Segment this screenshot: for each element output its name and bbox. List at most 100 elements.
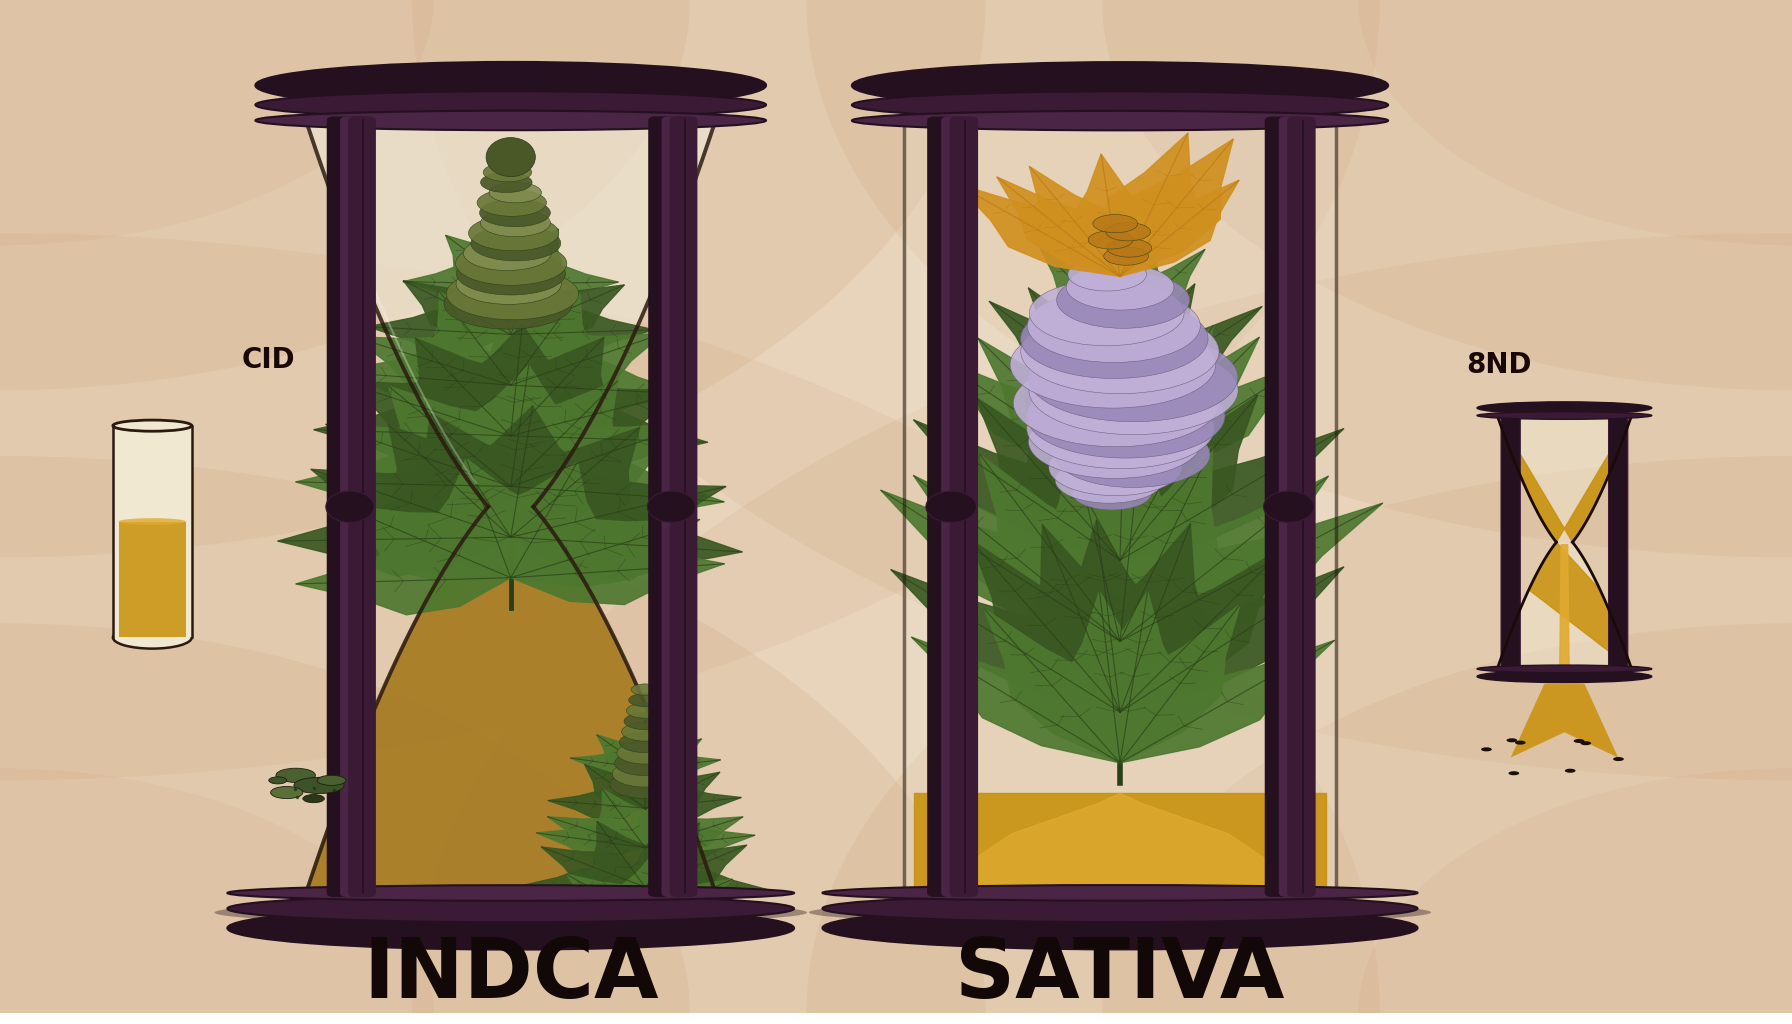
Ellipse shape [1477, 401, 1652, 414]
Polygon shape [912, 637, 1120, 763]
Polygon shape [511, 309, 654, 354]
Polygon shape [511, 361, 690, 418]
Ellipse shape [624, 713, 667, 730]
Polygon shape [534, 904, 645, 936]
Ellipse shape [1029, 346, 1238, 434]
Polygon shape [1039, 248, 1120, 327]
Polygon shape [975, 397, 1120, 560]
Polygon shape [548, 791, 645, 818]
Ellipse shape [1068, 258, 1147, 291]
Ellipse shape [444, 279, 572, 329]
Polygon shape [1120, 359, 1314, 479]
Polygon shape [403, 265, 511, 300]
Polygon shape [511, 461, 724, 528]
Polygon shape [627, 725, 667, 769]
Ellipse shape [620, 732, 670, 753]
Polygon shape [1072, 154, 1149, 276]
Polygon shape [461, 325, 572, 436]
Ellipse shape [1027, 289, 1201, 362]
Polygon shape [502, 229, 561, 284]
Ellipse shape [455, 263, 561, 304]
Ellipse shape [1581, 741, 1591, 745]
Ellipse shape [480, 172, 532, 193]
Polygon shape [914, 794, 1326, 905]
Polygon shape [914, 475, 1120, 641]
Polygon shape [507, 487, 514, 526]
Ellipse shape [1093, 215, 1138, 232]
Ellipse shape [1107, 239, 1152, 257]
Text: 8ND: 8ND [1466, 351, 1532, 379]
Polygon shape [511, 384, 690, 447]
Ellipse shape [471, 225, 561, 261]
Ellipse shape [1514, 740, 1525, 744]
Polygon shape [1032, 524, 1140, 712]
Ellipse shape [0, 768, 434, 1024]
Bar [113, 426, 192, 638]
Ellipse shape [412, 233, 1792, 1024]
Polygon shape [333, 350, 511, 407]
Ellipse shape [823, 885, 1417, 901]
Polygon shape [487, 255, 564, 335]
Polygon shape [1120, 395, 1258, 560]
Polygon shape [645, 880, 733, 919]
Ellipse shape [823, 906, 1417, 949]
Ellipse shape [616, 741, 674, 764]
FancyBboxPatch shape [941, 117, 975, 897]
Polygon shape [511, 285, 624, 337]
Ellipse shape [455, 242, 566, 286]
Polygon shape [1120, 640, 1335, 763]
Text: SATIVA: SATIVA [955, 935, 1285, 1016]
Polygon shape [978, 338, 1120, 479]
Ellipse shape [0, 0, 986, 557]
Polygon shape [367, 308, 511, 353]
Polygon shape [1100, 133, 1199, 276]
Ellipse shape [1104, 247, 1149, 265]
Polygon shape [620, 856, 676, 919]
Ellipse shape [1477, 412, 1652, 419]
Ellipse shape [228, 906, 794, 949]
Ellipse shape [1073, 476, 1150, 510]
Polygon shape [636, 790, 694, 848]
Polygon shape [584, 765, 645, 808]
Polygon shape [1120, 503, 1383, 641]
Polygon shape [410, 414, 539, 538]
Ellipse shape [228, 885, 794, 901]
Text: INDCA: INDCA [364, 935, 658, 1016]
Polygon shape [645, 817, 744, 851]
Ellipse shape [1358, 768, 1792, 1024]
Polygon shape [597, 735, 645, 769]
Ellipse shape [627, 703, 663, 718]
Polygon shape [1120, 545, 1288, 712]
Polygon shape [1097, 276, 1161, 398]
Polygon shape [1120, 180, 1238, 276]
Ellipse shape [1011, 321, 1215, 409]
Polygon shape [496, 381, 618, 486]
Ellipse shape [823, 895, 1417, 922]
Polygon shape [353, 336, 511, 393]
Polygon shape [305, 117, 717, 897]
Polygon shape [511, 408, 708, 470]
Polygon shape [536, 825, 645, 856]
Polygon shape [1120, 250, 1204, 327]
Polygon shape [495, 338, 606, 436]
Polygon shape [1511, 684, 1618, 758]
Ellipse shape [1102, 624, 1792, 1024]
Polygon shape [1088, 317, 1172, 479]
Polygon shape [969, 540, 1120, 712]
Polygon shape [1111, 326, 1213, 479]
Ellipse shape [1480, 748, 1491, 752]
Ellipse shape [1029, 333, 1238, 422]
Ellipse shape [0, 624, 690, 1024]
FancyBboxPatch shape [348, 117, 376, 897]
Ellipse shape [1027, 374, 1226, 458]
Ellipse shape [1358, 0, 1792, 246]
Polygon shape [882, 490, 1120, 641]
Polygon shape [984, 608, 1120, 763]
Ellipse shape [489, 182, 541, 203]
Ellipse shape [215, 901, 806, 925]
Ellipse shape [629, 693, 661, 707]
Polygon shape [305, 507, 717, 897]
Ellipse shape [113, 627, 192, 648]
Ellipse shape [228, 895, 794, 923]
Ellipse shape [0, 456, 986, 1024]
